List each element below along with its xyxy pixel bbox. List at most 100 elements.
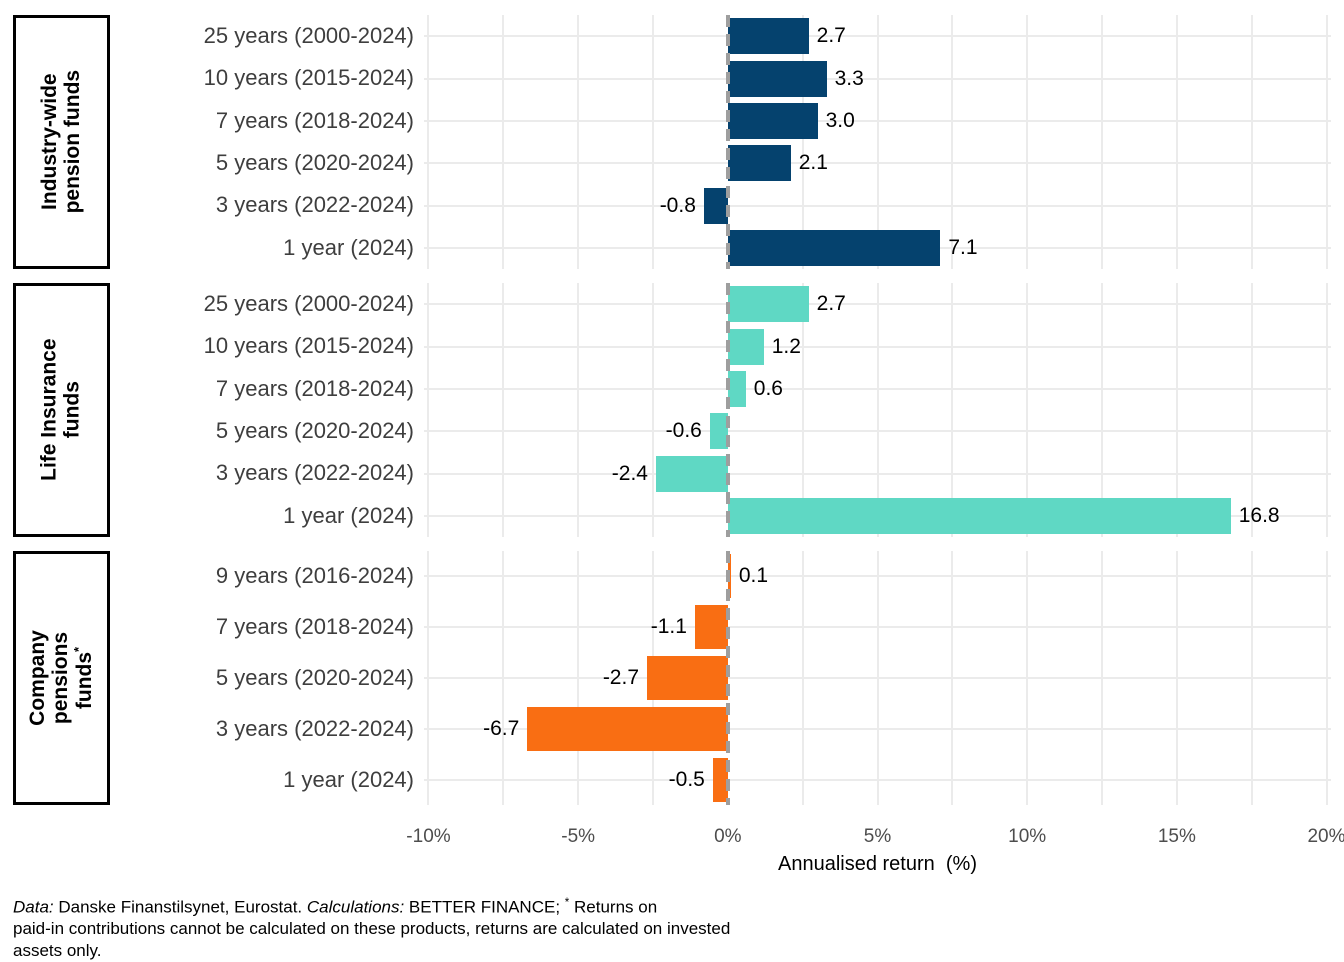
bar: [727, 370, 746, 407]
footnote-data-text: Danske Finanstilsynet, Eurostat.: [53, 897, 307, 917]
gridline-horizontal: [424, 119, 1331, 122]
x-tick-label: 10%: [1008, 826, 1047, 847]
category-label: 25 years (2000-2024): [203, 291, 414, 317]
gridline-horizontal: [424, 575, 1331, 578]
gridline-vertical: [1325, 15, 1328, 269]
bar: [727, 145, 791, 182]
gridline-vertical: [1026, 283, 1029, 537]
gridline-horizontal: [424, 162, 1331, 165]
footnote-line3: assets only.: [13, 941, 102, 961]
category-label: 9 years (2016-2024): [215, 563, 414, 589]
zero-line: [725, 15, 730, 269]
x-tick-label: 5%: [863, 826, 892, 847]
gridline-vertical: [651, 15, 654, 269]
group-label-box: Life Insurance funds: [13, 283, 110, 537]
category-label: 10 years (2015-2024): [203, 65, 414, 91]
category-label: 7 years (2018-2024): [215, 107, 414, 133]
bar: [727, 18, 809, 55]
bar-value-label: 2.7: [816, 292, 846, 316]
bar: [727, 60, 827, 97]
category-label: 1 year (2024): [283, 766, 414, 792]
bar: [712, 757, 728, 802]
bar: [527, 706, 728, 751]
bar-value-label: -0.5: [668, 767, 705, 791]
category-label: 3 years (2022-2024): [215, 715, 414, 741]
gridline-vertical: [951, 15, 954, 269]
category-label: 10 years (2015-2024): [203, 333, 414, 359]
gridline-vertical: [1325, 283, 1328, 537]
gridline-vertical: [1250, 283, 1253, 537]
gridline-horizontal: [424, 727, 1331, 730]
bar-value-label: 7.1: [948, 235, 978, 259]
footnote: Data: Danske Finanstilsynet, Eurostat. C…: [13, 896, 953, 962]
gridline-horizontal: [424, 677, 1331, 679]
gridline-horizontal: [424, 345, 1331, 348]
category-label: 25 years (2000-2024): [203, 23, 414, 49]
bar-value-label: 3.3: [834, 66, 864, 90]
category-label: 7 years (2018-2024): [215, 375, 414, 401]
footnote-line2: paid-in contributions cannot be calculat…: [13, 919, 731, 939]
facet-panel-3: Company pensions funds* 9 years (2016-2024)…: [13, 551, 1331, 805]
gridline-vertical: [1101, 15, 1103, 269]
gridline-vertical: [801, 15, 804, 269]
bar-value-label: 0.1: [738, 564, 769, 588]
gridline-vertical: [427, 15, 430, 269]
gridline-vertical: [502, 283, 505, 537]
group-label: Company pensions funds*: [25, 630, 96, 726]
category-label: 1 year (2024): [283, 234, 414, 260]
footnote-calculations-label: Calculations:: [306, 897, 405, 917]
bar: [727, 229, 941, 266]
gridline-vertical: [1026, 15, 1029, 269]
gridline-horizontal: [424, 430, 1331, 433]
gridline-horizontal: [424, 626, 1331, 629]
category-label: 7 years (2018-2024): [215, 614, 414, 640]
x-tick-label: 15%: [1157, 826, 1196, 847]
facet-panel-1: Industry-wide pension funds 25 years (2000…: [13, 15, 1331, 269]
bar: [727, 286, 809, 323]
category-label: 3 years (2022-2024): [215, 192, 414, 218]
gridline-vertical: [876, 283, 879, 537]
category-label: 5 years (2020-2024): [215, 418, 414, 444]
category-label: 1 year (2024): [283, 502, 414, 528]
bar-value-label: 1.2: [771, 334, 801, 358]
footnote-line1-rest: Returns on: [569, 897, 658, 917]
category-labels: 25 years (2000-2024) 10 years (2015-2024)…: [110, 15, 424, 269]
category-label: 5 years (2020-2024): [215, 150, 414, 176]
bar-value-label: 3.0: [825, 108, 855, 132]
gridline-vertical: [577, 15, 580, 269]
category-label: 5 years (2020-2024): [215, 664, 414, 690]
plot-area: 2.7 1.2 0.6 -0.6 -2.4 16.8: [424, 283, 1331, 537]
bar-value-label: 16.8: [1238, 503, 1280, 527]
bar: [709, 413, 728, 450]
gridline-vertical: [951, 283, 954, 537]
x-axis: -10% -5% 0% 5% 10% 15% 20%: [406, 819, 1344, 851]
x-tick-label: 0%: [714, 826, 742, 847]
bar: [694, 605, 728, 650]
bar-value-label: 0.6: [753, 376, 783, 400]
facet-panel-2: Life Insurance funds 25 years (2000-2024) 1…: [13, 283, 1331, 537]
gridline-vertical: [1175, 15, 1178, 269]
gridline-horizontal: [424, 35, 1331, 38]
gridline-horizontal: [424, 77, 1331, 80]
gridline-vertical: [502, 15, 505, 269]
bar: [727, 497, 1231, 534]
bar-value-label: -0.6: [665, 419, 702, 443]
plot-area: 0.1 -1.1 -2.7 -6.7 -0.5: [424, 551, 1331, 805]
gridline-vertical: [801, 283, 804, 537]
group-label-box: Industry-wide pension funds: [13, 15, 110, 269]
gridline-horizontal: [424, 387, 1331, 390]
bar-value-label: 2.7: [816, 24, 846, 48]
x-tick-label: -5%: [561, 826, 596, 847]
facet-panels: Industry-wide pension funds 25 years (2000…: [13, 15, 1331, 805]
bar-value-label: -0.8: [659, 193, 696, 217]
gridline-horizontal: [424, 472, 1331, 475]
footnote-calc-text: BETTER FINANCE;: [404, 897, 565, 917]
group-label-asterisk: *: [70, 646, 86, 652]
bar-value-label: -2.4: [611, 461, 648, 485]
bar: [703, 187, 728, 224]
x-tick-label: 20%: [1307, 826, 1344, 847]
x-axis-title: Annualised return (%): [778, 853, 977, 875]
gridline-vertical: [577, 283, 580, 537]
bar-value-label: -1.1: [650, 615, 687, 639]
